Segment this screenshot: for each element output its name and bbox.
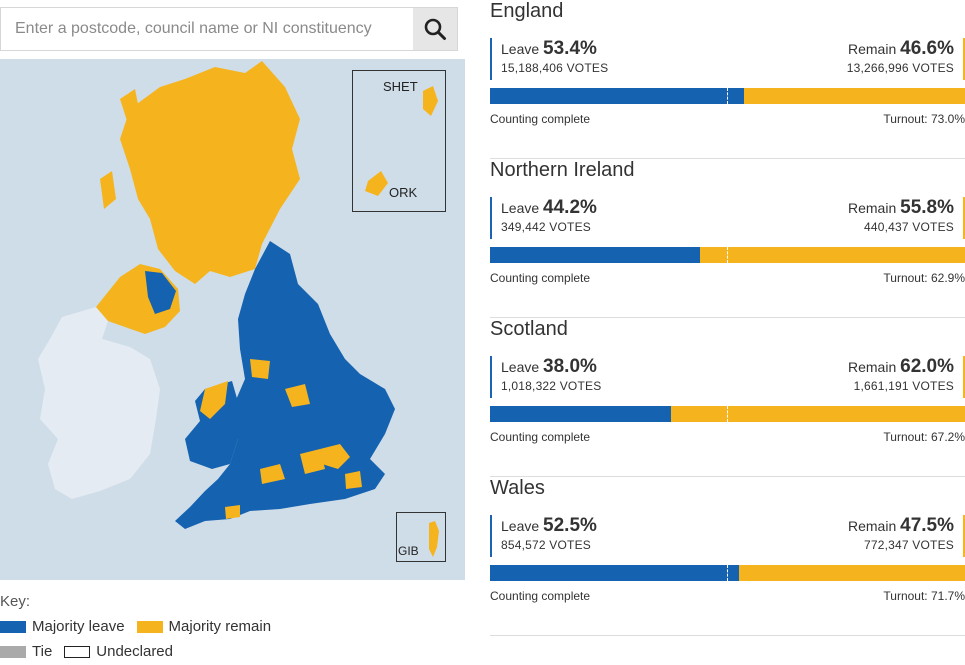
count-status: Counting complete: [490, 271, 591, 285]
gibraltar-label: GIB: [398, 544, 419, 558]
key-label-tie: Tie: [32, 643, 53, 660]
search-input[interactable]: [1, 8, 413, 50]
leave-result: Leave 38.0% 1,018,322 VOTES: [490, 356, 601, 398]
remain-votes: 13,266,996 VOTES: [846, 61, 954, 75]
region-wales[interactable]: Wales Leave 52.5% 854,572 VOTES Remain 4…: [490, 477, 965, 636]
leave-label: Leave: [501, 359, 540, 375]
remain-percent: 55.8%: [900, 197, 954, 218]
region-title: Wales: [490, 477, 545, 499]
leave-percent: 52.5%: [543, 515, 597, 536]
shetland-orkney-inset: SHET ORK: [352, 70, 446, 212]
leave-votes: 1,018,322 VOTES: [501, 379, 602, 393]
region-title: Northern Ireland: [490, 159, 635, 181]
result-bar: [490, 88, 965, 104]
leave-label: Leave: [501, 41, 540, 57]
count-status: Counting complete: [490, 430, 591, 444]
leave-percent: 53.4%: [543, 38, 597, 59]
leave-percent: 44.2%: [543, 197, 597, 218]
search-bar: [0, 7, 458, 51]
turnout: Turnout: 62.9%: [883, 271, 965, 285]
region-title: Scotland: [490, 318, 568, 340]
leave-percent: 38.0%: [543, 356, 597, 377]
gibraltar-inset: GIB: [396, 512, 446, 562]
result-bar: [490, 247, 965, 263]
leave-bar-fill: [490, 565, 740, 581]
shetland-label: SHET: [383, 79, 418, 94]
tie-swatch: [0, 645, 26, 658]
undeclared-swatch: [64, 645, 91, 658]
uk-map[interactable]: [0, 59, 465, 580]
orkney-label: ORK: [389, 185, 418, 200]
remain-result: Remain 47.5% 772,347 VOTES: [848, 515, 965, 557]
remain-label: Remain: [847, 41, 897, 57]
england-shape: [175, 241, 395, 529]
remain-votes: 440,437 VOTES: [864, 220, 954, 234]
remain-votes: 772,347 VOTES: [864, 538, 954, 552]
key-title: Key:: [0, 593, 31, 610]
remain-result: Remain 46.6% 13,266,996 VOTES: [847, 38, 965, 80]
leave-votes: 15,188,406 VOTES: [501, 61, 609, 75]
ireland-shape: [38, 307, 160, 499]
key-label-leave: Majority leave: [32, 618, 125, 635]
leave-bar-fill: [490, 247, 700, 263]
region-northern-ireland[interactable]: Northern Ireland Leave 44.2% 349,442 VOT…: [490, 159, 965, 318]
remain-label: Remain: [847, 200, 897, 216]
result-bar: [490, 565, 965, 581]
map-key: Key: Majority leave Majority remain Tie …: [0, 593, 460, 660]
key-label-undeclared: Undeclared: [96, 643, 173, 660]
remain-result: Remain 55.8% 440,437 VOTES: [848, 197, 965, 239]
midpoint-marker: [727, 88, 728, 104]
search-button[interactable]: [413, 8, 457, 50]
leave-swatch: [0, 620, 26, 633]
leave-votes: 349,442 VOTES: [501, 220, 591, 234]
search-icon: [424, 18, 446, 40]
leave-votes: 854,572 VOTES: [501, 538, 591, 552]
region-england[interactable]: England Leave 53.4% 15,188,406 VOTES Rem…: [490, 0, 965, 159]
count-status: Counting complete: [490, 589, 591, 603]
remain-label: Remain: [847, 518, 897, 534]
midpoint-marker: [727, 565, 728, 581]
turnout: Turnout: 73.0%: [883, 112, 965, 126]
turnout: Turnout: 67.2%: [883, 430, 965, 444]
remain-swatch: [136, 620, 163, 633]
leave-result: Leave 44.2% 349,442 VOTES: [490, 197, 597, 239]
scotland-shape: [120, 61, 300, 284]
leave-label: Leave: [501, 200, 540, 216]
turnout: Turnout: 71.7%: [883, 589, 965, 603]
remain-result: Remain 62.0% 1,661,191 VOTES: [848, 356, 965, 398]
wales-shape: [185, 381, 240, 469]
remain-label: Remain: [847, 359, 897, 375]
leave-bar-fill: [490, 406, 671, 422]
remain-votes: 1,661,191 VOTES: [853, 379, 954, 393]
remain-percent: 46.6%: [900, 38, 954, 59]
leave-result: Leave 52.5% 854,572 VOTES: [490, 515, 597, 557]
leave-result: Leave 53.4% 15,188,406 VOTES: [490, 38, 608, 80]
region-title: England: [490, 0, 564, 22]
count-status: Counting complete: [490, 112, 591, 126]
results-map[interactable]: SHET ORK GIB: [0, 59, 465, 580]
leave-bar-fill: [490, 88, 744, 104]
leave-label: Leave: [501, 518, 540, 534]
midpoint-marker: [727, 247, 728, 263]
region-scotland[interactable]: Scotland Leave 38.0% 1,018,322 VOTES Rem…: [490, 318, 965, 477]
remain-percent: 47.5%: [900, 515, 954, 536]
midpoint-marker: [727, 406, 728, 422]
key-label-remain: Majority remain: [168, 618, 272, 635]
london-remain: [320, 444, 350, 469]
result-bar: [490, 406, 965, 422]
remain-percent: 62.0%: [900, 356, 954, 377]
